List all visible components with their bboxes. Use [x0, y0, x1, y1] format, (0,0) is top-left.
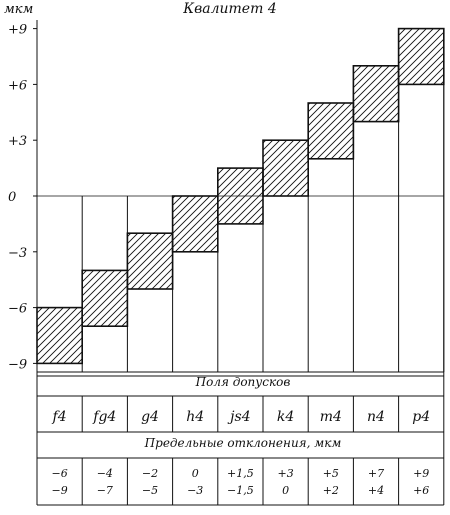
field-name-k4: k4 [277, 409, 294, 425]
field-name-h4: h4 [186, 409, 204, 425]
field-name-p4: p4 [412, 409, 430, 425]
upper-deviation-h4: 0 [192, 467, 199, 480]
tolerance-field-p4 [397, 27, 445, 86]
lower-deviation-f4: −9 [51, 484, 67, 497]
tolerance-field-f4 [36, 306, 84, 365]
lower-deviation-p4: +6 [413, 484, 429, 497]
y-tick-label: −9 [8, 357, 27, 372]
upper-deviation-m4: +5 [323, 467, 339, 480]
deviations-header: Предельные отклонения, мкм [144, 436, 342, 450]
lower-deviation-fg4: −7 [97, 484, 113, 497]
y-tick-label: +9 [8, 23, 27, 38]
y-tick-label: −3 [8, 246, 27, 261]
field-name-fg4: fg4 [92, 409, 116, 425]
upper-deviation-fg4: −4 [97, 467, 113, 480]
lower-deviation-m4: +2 [323, 484, 339, 497]
upper-deviation-f4: −6 [51, 467, 67, 480]
field-name-js4: js4 [227, 409, 250, 425]
field-name-g4: g4 [141, 409, 159, 425]
upper-deviation-js4: +1,5 [227, 467, 254, 480]
field-names-row: f4 fg4 g4 h4 js4 k4 m4 n4 p4 [52, 409, 431, 425]
tolerance-fields [36, 27, 445, 372]
lower-deviation-n4: +4 [368, 484, 384, 497]
upper-deviation-n4: +7 [368, 467, 384, 480]
diagram-title: Квалитет 4 [182, 1, 276, 17]
tolerance-field-k4 [262, 139, 310, 197]
tolerance-field-n4 [352, 65, 400, 123]
tolerance-field-fg4 [81, 269, 129, 327]
deviations-row: −6 −9 −4 −7 −2 −5 0 −3 +1,5 −1,5 +3 0 +5 +2 +7 +4 +9 +6 [51, 467, 429, 497]
field-name-f4: f4 [52, 409, 67, 425]
field-name-m4: m4 [320, 409, 342, 425]
tolerance-field-js4 [217, 167, 264, 225]
y-tick-label: +6 [8, 78, 27, 93]
y-tick-label: +3 [8, 134, 27, 149]
upper-deviation-k4: +3 [277, 467, 293, 480]
lower-deviation-js4: −1,5 [227, 484, 254, 497]
y-tick-label: −6 [8, 302, 27, 317]
lower-deviation-g4: −5 [142, 484, 158, 497]
tolerance-field-g4 [126, 232, 174, 290]
y-axis-unit: мкм [4, 2, 33, 17]
y-axis: +9 +6 +3 0 −3 −6 −9 [8, 23, 37, 372]
tolerance-field-h4 [171, 195, 219, 253]
upper-deviation-p4: +9 [413, 467, 429, 480]
upper-deviation-g4: −2 [142, 467, 158, 480]
fields-header: Поля допусков [195, 375, 291, 389]
field-name-n4: n4 [367, 409, 385, 425]
lower-deviation-h4: −3 [187, 484, 203, 497]
lower-deviation-k4: 0 [282, 484, 289, 497]
y-tick-label: 0 [8, 190, 16, 205]
tolerance-field-m4 [307, 102, 355, 160]
